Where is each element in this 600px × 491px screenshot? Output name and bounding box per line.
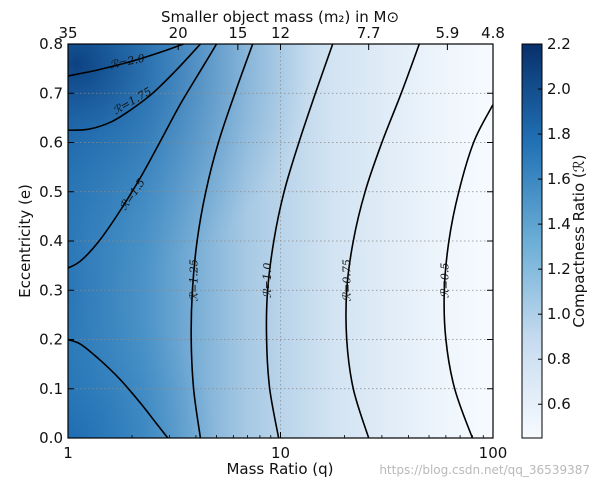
top-tick-label: 7.7 [357,24,381,42]
y-tick-label: 0.7 [39,84,63,102]
y-tick-label: 0.5 [39,183,63,201]
y-tick-label: 0.3 [39,281,63,299]
contour-line [345,44,421,438]
colorbar-tick-label: 0.8 [547,350,571,368]
colorbar-label: Compactness Ratio (ℛ) [570,154,588,327]
contour-label: ℛ=1.0 [261,263,274,299]
colorbar [521,43,543,439]
colorbar-tick-label: 1.6 [547,170,571,188]
grid-lines [68,44,493,438]
contour-line [68,44,201,131]
y-tick-label: 0.4 [39,232,63,250]
top-tick-label: 35 [58,24,77,42]
top-tick-label: 20 [169,24,188,42]
contour-line [68,44,184,77]
colorbar-tick-label: 1.4 [547,215,571,233]
contour-line [265,44,334,438]
y-tick-label: 0.0 [39,429,63,447]
x-axis-label: Mass Ratio (q) [226,460,333,478]
y-tick-label: 0.6 [39,134,63,152]
contour-label-group: ℛ=1.0 [261,263,274,299]
y-tick-label: 0.2 [39,331,63,349]
contour-label: ℛ=1.25 [188,259,201,302]
contour-line [68,338,169,438]
top-tick-label: 5.9 [435,24,459,42]
x-tick-label: 1 [63,444,73,462]
contour-line [443,103,493,438]
contour-label: ℛ=0.75 [341,259,354,302]
watermark: https://blog.csdn.net/qq_36539387 [379,463,590,477]
contour-label-group: ℛ=0.5 [438,263,451,299]
colorbar-tick-label: 0.6 [547,395,571,413]
chart-title: Smaller object mass (m₂) in M⊙ [161,8,399,26]
x-axis-ticks: 1 10 100 [63,432,507,462]
top-tick-label: 4.8 [481,24,505,42]
colorbar-tick-label: 2.0 [547,80,571,98]
colorbar-tick-label: 2.2 [547,35,571,53]
contour-lines [68,44,493,438]
contour-label: ℛ=0.5 [438,263,451,299]
y-axis-label: Eccentricity (e) [16,184,34,298]
y-tick-label: 0.1 [39,380,63,398]
y-tick-label: 0.8 [39,35,63,53]
colorbar-tick-label: 1.8 [547,125,571,143]
contour-line [190,44,254,438]
x-tick-label: 100 [479,444,508,462]
top-axis-ticks: 35 20 15 12 7.7 5.9 4.8 [58,24,505,50]
top-tick-label: 15 [228,24,247,42]
colorbar-tick-label: 1.0 [547,305,571,323]
top-tick-label: 12 [271,24,290,42]
colorbar-ticks: 0.6 0.8 1.0 1.2 1.4 1.6 1.8 2.0 2.2 [538,35,571,413]
x-tick-label: 10 [271,444,290,462]
contour-label-group: ℛ=1.25 [188,259,201,302]
y-axis-ticks: 0.0 0.1 0.2 0.3 0.4 0.5 0.6 0.7 0.8 [39,35,493,447]
contour-line [68,44,218,269]
colorbar-tick-label: 1.2 [547,260,571,278]
contour-label-group: ℛ=0.75 [341,259,354,302]
